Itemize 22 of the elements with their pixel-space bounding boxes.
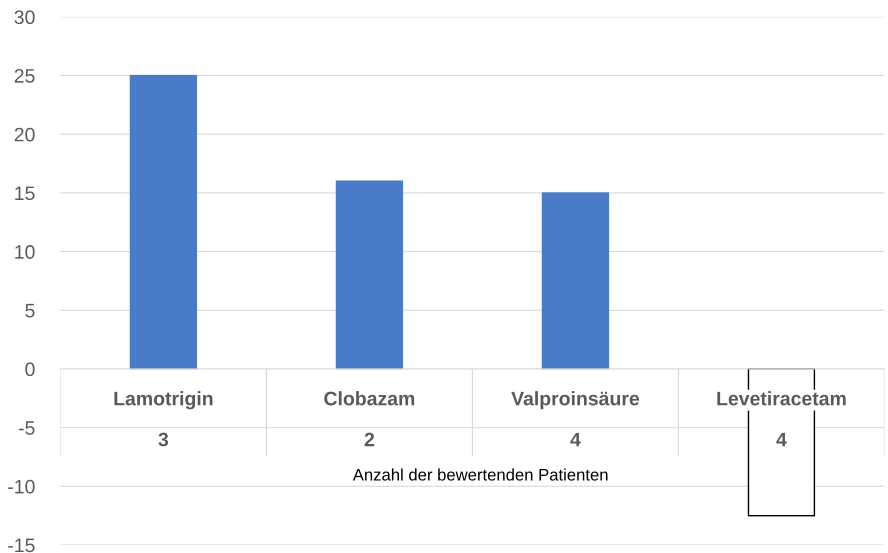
y-tick-label: 30 — [14, 10, 35, 24]
y-tick-label: 25 — [14, 69, 35, 83]
y-tick-label: 0 — [25, 362, 35, 376]
y-tick-label: 20 — [14, 128, 35, 142]
annotation: 4 — [570, 432, 581, 446]
x-axis-title: Anzahl der bewertenden Patienten — [352, 468, 608, 481]
x-tick-label: Levetiracetam — [717, 391, 846, 406]
x-tick-label: Valproinsäure — [511, 391, 640, 410]
annotation: 3 — [158, 432, 168, 446]
y-tick-label: 15 — [15, 186, 35, 200]
bar — [336, 180, 404, 370]
y-tick-label: 5 — [25, 304, 35, 318]
bar — [542, 192, 610, 370]
y-tick-label: -10 — [8, 480, 35, 494]
x-tick-label: Clobazam — [324, 391, 414, 406]
annotation: 4 — [776, 432, 787, 446]
annotation: 2 — [364, 432, 374, 446]
y-tick-label: 10 — [15, 245, 35, 259]
x-tick-label: Lamotrigin — [114, 391, 212, 410]
y-tick-label: -5 — [18, 421, 35, 435]
bar — [130, 74, 198, 370]
y-tick-label: -15 — [8, 538, 35, 552]
